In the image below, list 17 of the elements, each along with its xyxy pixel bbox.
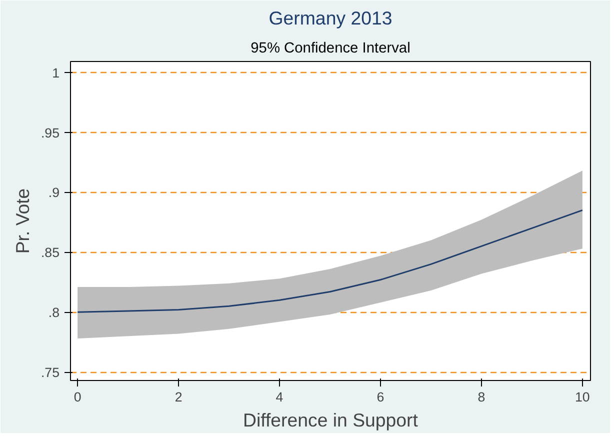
y-tick-label: .8 <box>48 305 60 320</box>
y-tick-label: .85 <box>40 245 60 260</box>
x-tick-label: 8 <box>478 390 486 404</box>
y-tick-label: .95 <box>40 125 60 140</box>
x-tick-label: 10 <box>575 390 590 404</box>
y-tick-label: .9 <box>48 185 60 200</box>
y-axis-title: Pr. Vote <box>12 188 33 254</box>
chart-title: Germany 2013 <box>268 8 392 28</box>
x-tick-label: 6 <box>376 390 384 404</box>
x-tick-label: 4 <box>276 390 284 404</box>
chart-subtitle: 95% Confidence Interval <box>250 40 410 56</box>
x-axis-title: Difference in Support <box>243 410 419 430</box>
x-tick-label: 2 <box>174 390 182 404</box>
x-tick-label: 0 <box>74 390 82 404</box>
line-series <box>76 209 584 313</box>
y-tick-label: 1 <box>52 65 60 80</box>
y-tick-label: .75 <box>40 365 60 380</box>
